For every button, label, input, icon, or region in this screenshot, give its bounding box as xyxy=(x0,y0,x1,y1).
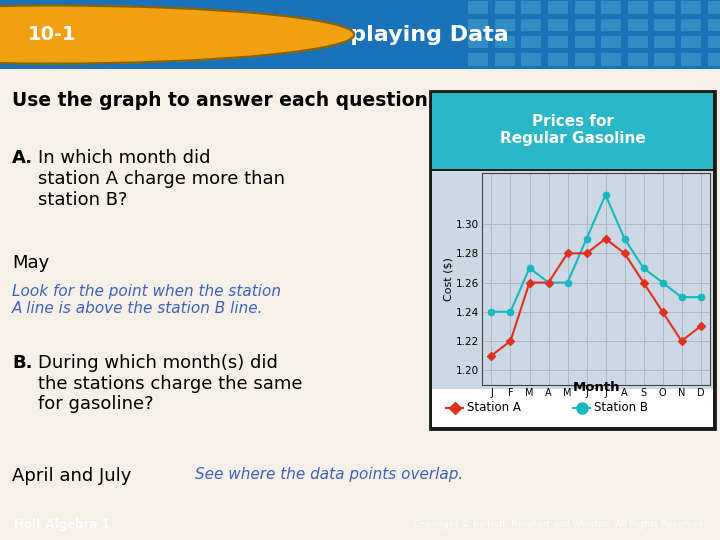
Text: 10-1: 10-1 xyxy=(27,25,76,44)
Circle shape xyxy=(0,5,354,64)
Bar xyxy=(681,53,701,66)
Bar xyxy=(521,53,541,66)
Bar xyxy=(601,53,621,66)
Bar xyxy=(628,2,648,14)
Text: April and July: April and July xyxy=(12,467,131,485)
Bar xyxy=(601,2,621,14)
Bar xyxy=(495,2,515,14)
Text: During which month(s) did
the stations charge the same
for gasoline?: During which month(s) did the stations c… xyxy=(38,354,302,414)
Bar xyxy=(628,53,648,66)
Bar xyxy=(495,53,515,66)
Text: Copyright © by Holt, Rinehart and Winston. All Rights Reserved.: Copyright © by Holt, Rinehart and Winsto… xyxy=(413,520,706,529)
Text: Station A: Station A xyxy=(467,401,521,414)
Bar xyxy=(521,2,541,14)
Text: May: May xyxy=(12,254,49,272)
Bar xyxy=(681,2,701,14)
Text: Holt Algebra 1: Holt Algebra 1 xyxy=(14,518,110,531)
Text: Look for the point when the station
A line is above the station B line.: Look for the point when the station A li… xyxy=(12,284,281,316)
Bar xyxy=(468,2,488,14)
Bar xyxy=(681,19,701,31)
Bar xyxy=(432,389,713,427)
Bar xyxy=(548,36,568,49)
Y-axis label: Cost ($): Cost ($) xyxy=(444,257,453,301)
Bar xyxy=(548,2,568,14)
Bar xyxy=(708,36,720,49)
Bar xyxy=(654,36,675,49)
Text: In which month did
station A charge more than
station B?: In which month did station A charge more… xyxy=(38,149,285,208)
Bar xyxy=(521,19,541,31)
Bar xyxy=(495,36,515,49)
Bar xyxy=(468,53,488,66)
Bar xyxy=(628,19,648,31)
Bar xyxy=(575,36,595,49)
Bar xyxy=(430,91,715,429)
Text: B.: B. xyxy=(12,354,32,372)
Bar xyxy=(495,19,515,31)
Text: Station B: Station B xyxy=(594,401,648,414)
Bar xyxy=(468,19,488,31)
Bar xyxy=(468,36,488,49)
Bar xyxy=(654,53,675,66)
Bar xyxy=(654,2,675,14)
Bar xyxy=(708,2,720,14)
Text: Use the graph to answer each question.: Use the graph to answer each question. xyxy=(12,91,435,110)
Bar xyxy=(601,19,621,31)
Text: See where the data points overlap.: See where the data points overlap. xyxy=(195,467,463,482)
Bar xyxy=(601,36,621,49)
Bar xyxy=(708,53,720,66)
Text: Prices for
Regular Gasoline: Prices for Regular Gasoline xyxy=(500,114,645,146)
Bar xyxy=(548,19,568,31)
Bar xyxy=(432,93,713,169)
Bar xyxy=(521,36,541,49)
Bar xyxy=(548,53,568,66)
Text: A.: A. xyxy=(12,149,33,167)
Bar xyxy=(575,53,595,66)
Bar xyxy=(654,19,675,31)
Bar xyxy=(628,36,648,49)
Bar xyxy=(432,171,713,389)
Bar xyxy=(575,2,595,14)
Text: Month: Month xyxy=(572,381,620,394)
Bar xyxy=(575,19,595,31)
Bar xyxy=(708,19,720,31)
Bar xyxy=(681,36,701,49)
Text: Organizing and Displaying Data: Organizing and Displaying Data xyxy=(112,24,508,45)
